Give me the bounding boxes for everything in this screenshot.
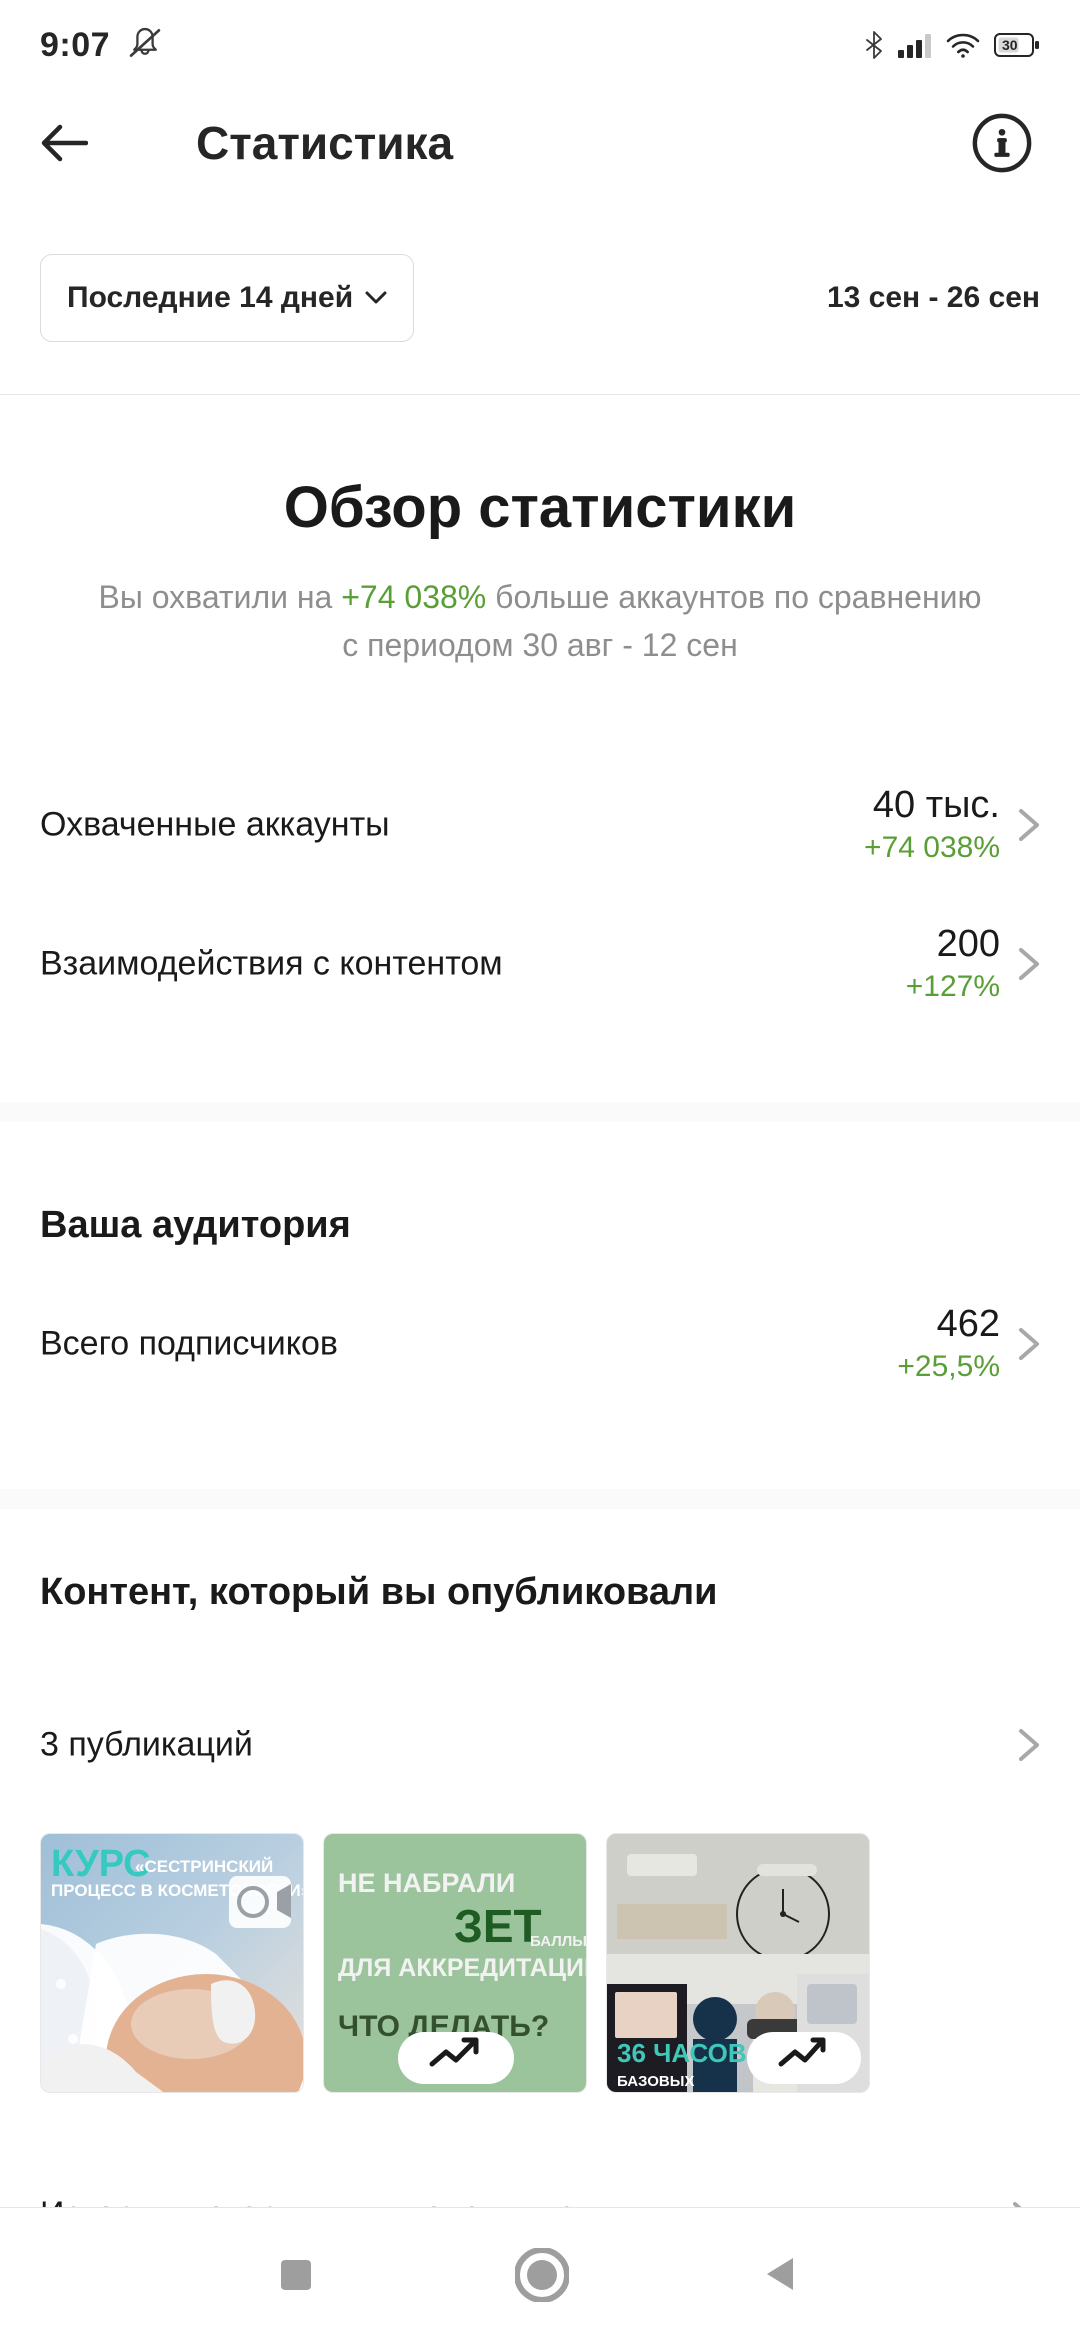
svg-text:НЕ НАБРАЛИ: НЕ НАБРАЛИ: [338, 1868, 515, 1898]
svg-text:«СЕСТРИНСКИЙ: «СЕСТРИНСКИЙ: [135, 1857, 273, 1876]
svg-text:30: 30: [1002, 37, 1018, 53]
svg-text:БАЗОВЫХ: БАЗОВЫХ: [617, 2073, 694, 2090]
svg-text:ЗЕТ: ЗЕТ: [454, 1900, 542, 1952]
svg-text:БАЛЛЫ: БАЛЛЫ: [530, 1933, 587, 1950]
svg-text:36 ЧАСОВ: 36 ЧАСОВ: [617, 2038, 747, 2068]
svg-text:ДЛЯ АККРЕДИТАЦИИ: ДЛЯ АККРЕДИТАЦИИ: [338, 1954, 587, 1982]
